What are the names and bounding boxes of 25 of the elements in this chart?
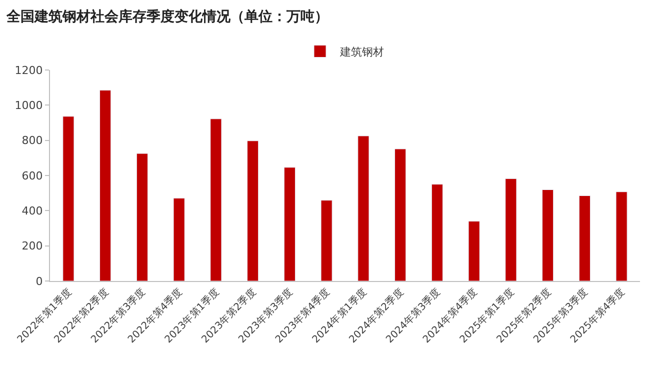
y-tick-label: 1000 bbox=[14, 99, 43, 112]
y-tick-label: 200 bbox=[22, 240, 43, 253]
bar bbox=[578, 195, 590, 281]
bar bbox=[100, 90, 112, 281]
bar bbox=[320, 200, 332, 281]
y-tick-label: 800 bbox=[22, 134, 43, 148]
bar bbox=[431, 184, 443, 281]
bar bbox=[173, 198, 185, 281]
bar bbox=[394, 148, 406, 281]
bar bbox=[284, 167, 296, 281]
bar bbox=[616, 192, 628, 281]
bar bbox=[62, 116, 74, 281]
legend-label: 建筑钢材 bbox=[339, 46, 384, 59]
y-tick-label: 600 bbox=[22, 169, 43, 182]
bar bbox=[358, 136, 370, 281]
bar bbox=[505, 178, 517, 281]
y-tick-label: 0 bbox=[36, 274, 43, 288]
y-tick-label: 1200 bbox=[14, 64, 43, 77]
bar bbox=[542, 189, 554, 281]
y-tick-label: 400 bbox=[22, 204, 43, 218]
bar bbox=[247, 140, 259, 281]
bar bbox=[468, 220, 480, 281]
bar bbox=[136, 153, 148, 281]
bar bbox=[210, 118, 222, 281]
chart-title: 全国建筑钢材社会库存季度变化情况（单位：万吨） bbox=[6, 8, 329, 26]
